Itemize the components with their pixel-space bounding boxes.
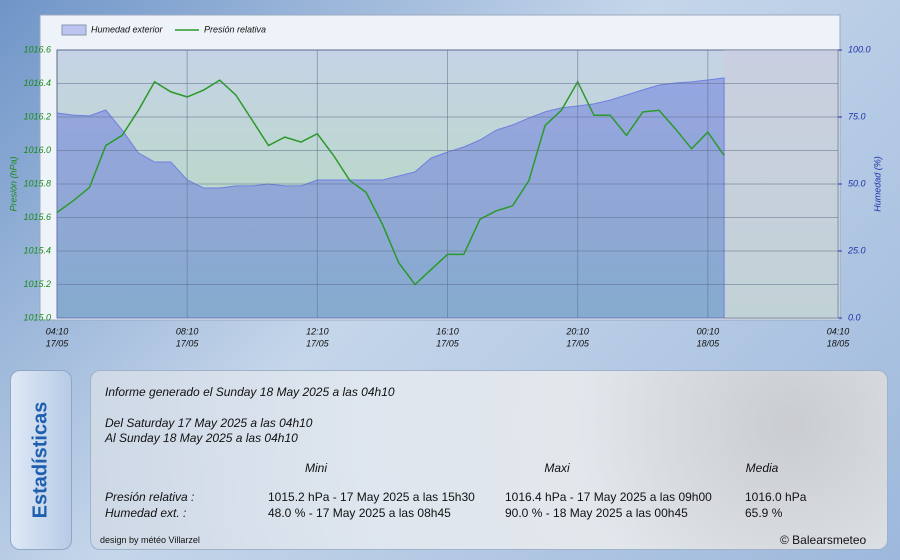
y2-tick-label: 25.0 <box>847 245 866 255</box>
period-from: Del Saturday 17 May 2025 a las 04h10 <box>105 416 313 430</box>
x-tick-label: 00:10 <box>697 326 720 336</box>
copyright: © Balearsmeteo <box>780 533 867 547</box>
stats-cell: 90.0 % - 18 May 2025 a las 00h45 <box>505 506 688 520</box>
legend-swatch <box>61 24 87 36</box>
stats-tab: Estadísticas <box>10 370 72 550</box>
report-line: Informe generado el Sunday 18 May 2025 a… <box>105 385 395 399</box>
y-tick-label: 1015.2 <box>23 279 51 289</box>
y-tick-label: 1015.4 <box>23 245 51 255</box>
legend-label: Presión relativa <box>204 24 266 34</box>
stats-cell: 1016.0 hPa <box>745 490 807 504</box>
area <box>56 77 725 319</box>
x-tick-label: 04:10 <box>827 326 850 336</box>
stats-cell: Presión relativa : <box>105 490 195 504</box>
x-tick-label: 12:10 <box>306 326 329 336</box>
y2-tick-label: 50.0 <box>848 178 866 188</box>
x-tick-label: 17/05 <box>566 338 590 348</box>
y-tick-label: 1015.6 <box>23 212 51 222</box>
x-tick-label: 04:10 <box>46 326 69 336</box>
stats-cell: Humedad ext. : <box>105 506 187 520</box>
period-to: Al Sunday 18 May 2025 a las 04h10 <box>105 431 298 445</box>
x-tick-label: 18/05 <box>697 338 721 348</box>
y2-axis-title: Humedad (%) <box>872 156 882 212</box>
y-tick-label: 1016.2 <box>23 111 51 121</box>
stats-cell: 65.9 % <box>745 506 783 520</box>
y-tick-label: 1016.6 <box>23 44 51 54</box>
x-tick-label: 16:10 <box>436 326 459 336</box>
x-tick-label: 17/05 <box>306 338 330 348</box>
grid <box>56 49 839 319</box>
y2-tick-label: 75.0 <box>848 111 866 121</box>
x-tick-label: 17/05 <box>176 338 200 348</box>
design-credit: design by météo Villarzel <box>100 535 200 545</box>
y-tick-label: 1015.0 <box>23 312 51 322</box>
column-header: Mini <box>304 461 328 475</box>
column-header: Maxi <box>544 461 570 475</box>
x-tick-label: 08:10 <box>176 326 199 336</box>
chart: Humedad exterior Presión relativa Presión… <box>8 14 882 348</box>
y-tick-label: 1015.8 <box>23 178 51 188</box>
x-tick-label: 17/05 <box>436 338 460 348</box>
stats-cell: 48.0 % - 17 May 2025 a las 08h45 <box>268 506 451 520</box>
stats-tab-label: Estadísticas <box>29 401 52 519</box>
legend: Humedad exterior Presión relativa <box>61 24 266 36</box>
stats-cell: 1016.4 hPa - 17 May 2025 a las 09h00 <box>505 490 712 504</box>
stats-panel <box>90 370 888 550</box>
y2-tick-label: 0.0 <box>848 312 861 322</box>
y2-tick-label: 100.0 <box>848 44 871 54</box>
legend-label: Humedad exterior <box>91 24 164 34</box>
y-tick-label: 1016.0 <box>23 145 51 155</box>
x-tick-label: 18/05 <box>827 338 851 348</box>
column-header: Media <box>745 461 779 475</box>
line <box>56 79 725 286</box>
x-tick-label: 20:10 <box>565 326 589 336</box>
stats-cell: 1015.2 hPa - 17 May 2025 a las 15h30 <box>268 490 475 504</box>
x-tick-label: 17/05 <box>46 338 70 348</box>
y-tick-label: 1016.4 <box>23 78 51 88</box>
y-axis-title: Presión (hPa) <box>8 156 18 211</box>
